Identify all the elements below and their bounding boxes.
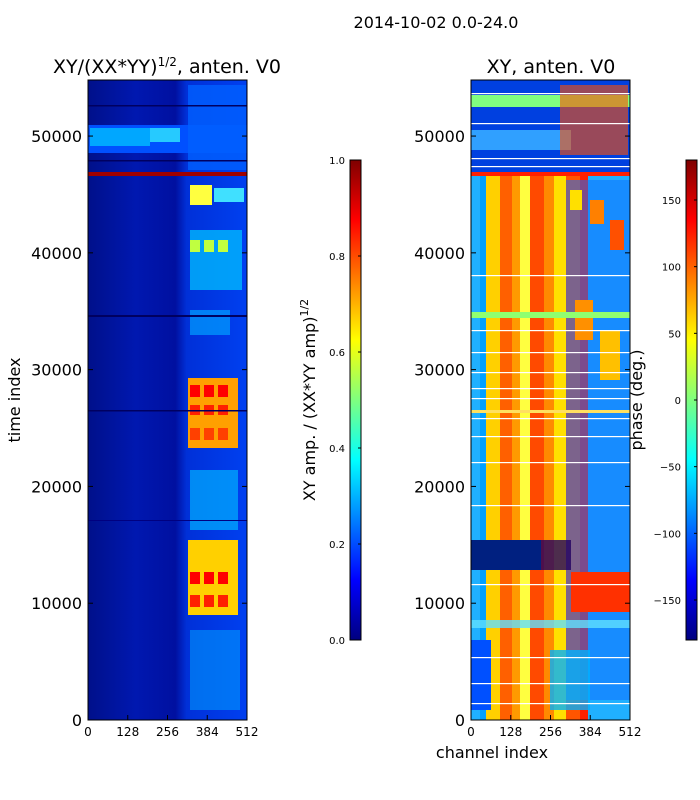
phase-x-tick-label: 0 [467, 725, 475, 739]
amp-x-tick-label: 512 [236, 725, 259, 739]
phase-colorbar-tick-label: −150 [654, 596, 681, 607]
phase-x-ticks: 0 128 256 384 512 [467, 715, 641, 739]
phase-x-tick-label: 512 [619, 725, 642, 739]
phase-y-tick-label: 30000 [414, 361, 465, 380]
amp-y-tick-label: 0 [72, 711, 82, 730]
phase-colorbar-ticks: −150 −100 −50 0 50 100 150 [654, 196, 697, 607]
amp-x-tick-label: 384 [196, 725, 219, 739]
amp-colorbar-tick-label: 0.2 [329, 540, 345, 551]
amp-colorbar-tick-label: 0.0 [329, 636, 345, 647]
phase-colorbar-tick-label: 150 [662, 196, 681, 207]
amp-y-tick-label: 40000 [31, 244, 82, 263]
phase-y-tick-label: 0 [455, 711, 465, 730]
phase-y-tick-label: 20000 [414, 477, 465, 496]
phase-x-tick-label: 384 [579, 725, 602, 739]
amp-colorbar-tick-label: 0.8 [329, 252, 345, 263]
amp-colorbar-gradient [349, 159, 362, 641]
amp-x-tick-label: 0 [84, 725, 92, 739]
amp-colorbar-label: XY amp. / (XX*YY amp)1/2 [298, 299, 319, 501]
phase-colorbar-tick-label: 100 [662, 263, 681, 274]
amp-y-tick-label: 10000 [31, 594, 82, 613]
phase-colorbar-tick-label: 50 [668, 329, 681, 340]
amp-y-tick-label: 50000 [31, 127, 82, 146]
amp-colorbar: 0.0 0.2 0.4 0.6 0.8 1.0 XY amp. / (XX*YY amp)… [298, 156, 362, 647]
phase-x-axis-label: channel index [436, 743, 548, 762]
phase-panel-title: XY, anten. V0 [487, 56, 616, 78]
phase-colorbar-tick-label: −100 [654, 529, 681, 540]
phase-panel: XY, anten. V0 [414, 56, 641, 762]
amp-y-axis-label: time index [5, 357, 24, 442]
phase-x-tick-label: 128 [499, 725, 522, 739]
amp-colorbar-tick-label: 0.6 [329, 348, 345, 359]
amp-y-tick-label: 20000 [31, 477, 82, 496]
amp-x-tick-label: 128 [116, 725, 139, 739]
phase-colorbar-tick-label: 0 [675, 396, 681, 407]
phase-heatmap [471, 80, 630, 720]
amp-panel: XY/(XX*YY)1/2, anten. V0 [5, 55, 281, 739]
figure-suptitle: 2014-10-02 0.0-24.0 [354, 13, 519, 32]
amp-colorbar-tick-label: 0.4 [329, 444, 345, 455]
amp-colorbar-tick-label: 1.0 [329, 156, 345, 167]
amp-x-ticks: 0 128 256 384 512 [84, 715, 258, 739]
phase-colorbar-tick-label: −50 [660, 463, 681, 474]
phase-colorbar-label: phase (deg.) [627, 349, 646, 450]
phase-x-tick-label: 256 [539, 725, 562, 739]
phase-y-tick-label: 10000 [414, 594, 465, 613]
amp-y-ticks: 0 10000 20000 30000 40000 50000 [31, 127, 247, 730]
amp-colorbar-ticks: 0.0 0.2 0.4 0.6 0.8 1.0 [329, 156, 361, 647]
phase-y-tick-label: 40000 [414, 244, 465, 263]
phase-y-ticks: 0 10000 20000 30000 40000 50000 [414, 127, 630, 730]
phase-y-tick-label: 50000 [414, 127, 465, 146]
amp-heatmap [88, 80, 247, 720]
amp-y-tick-label: 30000 [31, 361, 82, 380]
phase-colorbar: −150 −100 −50 0 50 100 150 phase (deg.) [627, 159, 698, 641]
amp-panel-title: XY/(XX*YY)1/2, anten. V0 [53, 55, 281, 78]
amp-x-tick-label: 256 [156, 725, 179, 739]
